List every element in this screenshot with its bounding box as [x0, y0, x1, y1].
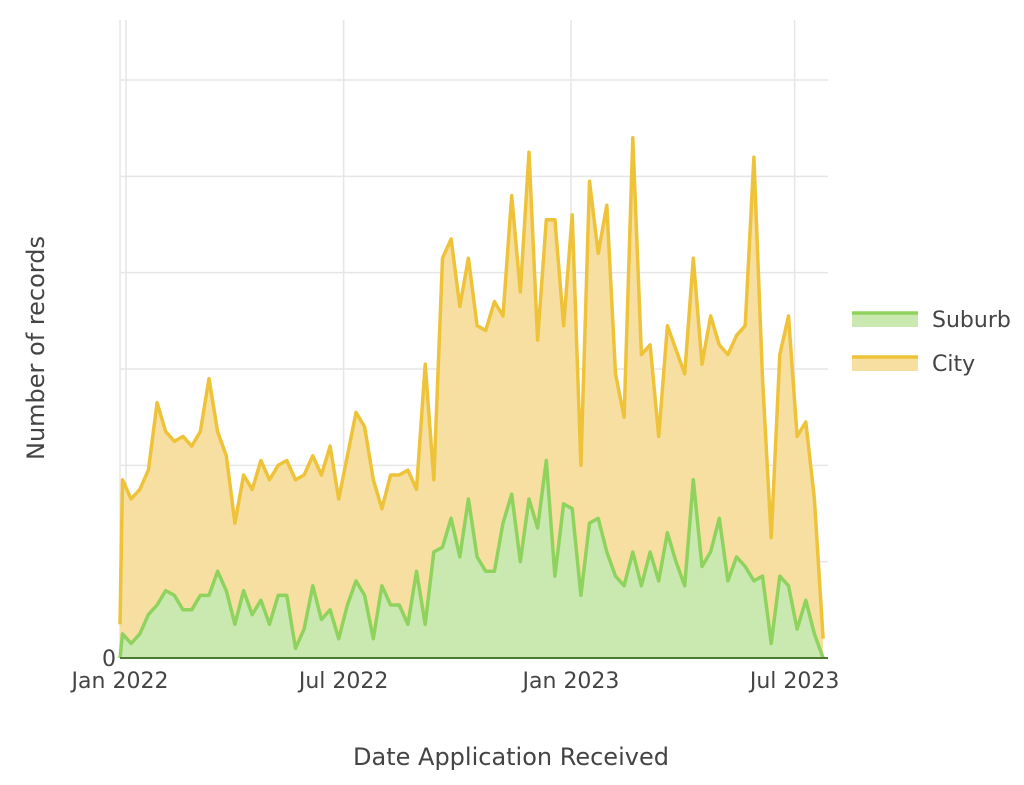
legend-label: City [932, 352, 975, 377]
line-suburb [118, 458, 825, 659]
x-axis-title: Date Application Received [353, 743, 669, 771]
legend-item-city: City [852, 352, 975, 377]
axes: Jan 2022 Jul 2022 Jan 2023 Jul 2023 0 [70, 647, 840, 694]
area-suburb [120, 460, 824, 658]
legend-swatch [852, 357, 918, 371]
y-tick-label: 0 [102, 647, 116, 672]
x-tick-label: Jan 2022 [70, 669, 169, 694]
x-tick-label: Jul 2022 [297, 669, 389, 694]
plot-areas [118, 136, 825, 659]
legend-swatch [852, 313, 918, 327]
legend-item-suburb: Suburb [852, 308, 1011, 333]
line-city [118, 136, 825, 639]
legend: Suburb City [852, 308, 1011, 377]
x-tick-label: Jul 2023 [748, 669, 840, 694]
legend-label: Suburb [932, 308, 1011, 333]
y-axis-title: Number of records [22, 236, 50, 460]
x-tick-label: Jan 2023 [521, 669, 620, 694]
area-city [120, 137, 824, 659]
